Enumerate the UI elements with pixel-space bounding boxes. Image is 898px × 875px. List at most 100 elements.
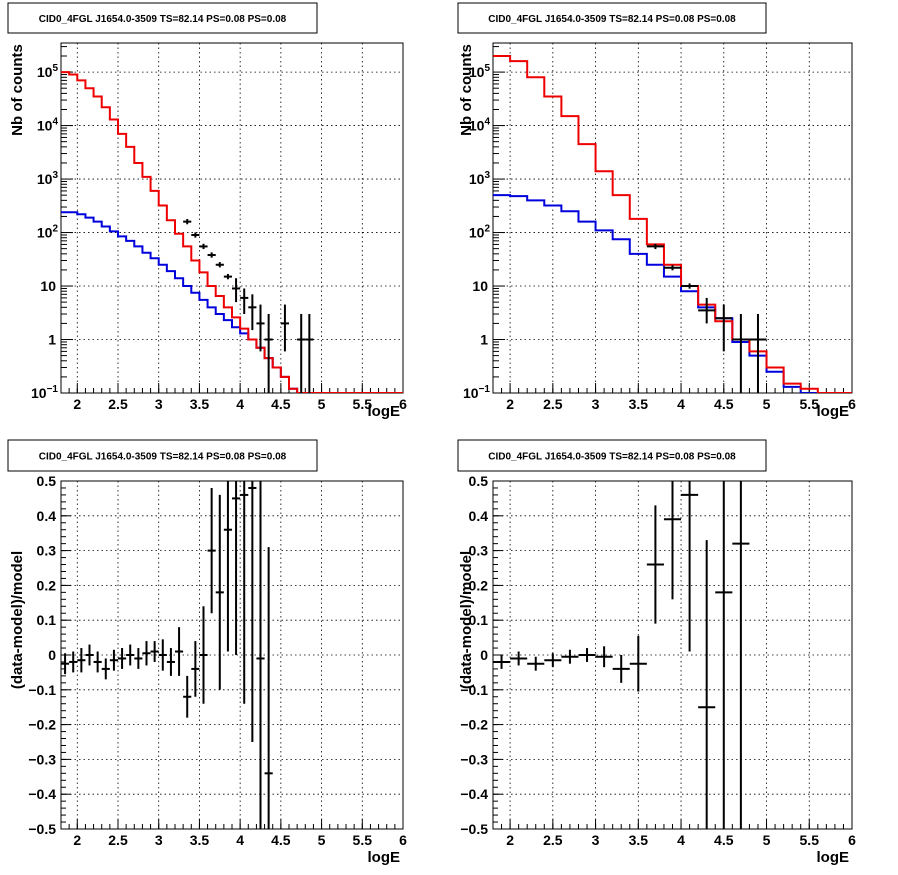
y-axis-label: (data-model)/model [458, 551, 475, 689]
chart-title: CID0_4FGL J1654.0-3509 TS=82.14 PS=0.08 … [457, 2, 767, 34]
x-tick-label: 3 [155, 832, 163, 848]
data-point [256, 481, 265, 829]
y-tick-label: 103 [37, 170, 59, 187]
data-layer [61, 71, 403, 393]
x-tick-label: 4 [236, 396, 244, 412]
data-point [207, 487, 216, 614]
x-tick-label: 4 [236, 832, 244, 848]
x-axis-label: logE [368, 403, 401, 420]
data-point [199, 243, 208, 250]
y-tick-label: −0.3 [460, 751, 488, 767]
data-layer [493, 481, 750, 829]
x-tick-label: 5.5 [353, 832, 373, 848]
y-tick-label: −0.5 [28, 821, 56, 837]
data-point [183, 675, 192, 718]
x-tick-label: 2.5 [108, 396, 128, 412]
data-point [215, 494, 224, 690]
chart-title: CID0_4FGL J1654.0-3509 TS=82.14 PS=0.08 … [7, 2, 318, 34]
x-tick-label: 4.5 [714, 396, 734, 412]
data-point [248, 481, 257, 742]
y-tick-label: 0.5 [469, 473, 489, 489]
title-text: CID0_4FGL J1654.0-3509 TS=82.14 PS=0.08 … [39, 452, 287, 463]
data-point [118, 648, 127, 669]
y-axis: −0.5 −0.4 −0.3 −0.2 −0.1 0 0.1 0.2 0.3 0.4 0.5 (dat… [9, 473, 403, 837]
data-point [681, 283, 699, 289]
chart-title: CID0_4FGL J1654.0-3509 TS=82.14 PS=0.08 … [457, 439, 767, 472]
x-tick-label: 3.5 [629, 396, 649, 412]
data-point [232, 481, 241, 655]
y-tick-label: 10−1 [31, 384, 58, 401]
data-point [280, 304, 289, 352]
data-point [663, 481, 682, 600]
x-tick-label: 3 [592, 396, 600, 412]
chart-title: CID0_4FGL J1654.0-3509 TS=82.14 PS=0.08 … [7, 439, 318, 472]
data-layer [61, 481, 273, 829]
x-tick-label: 5.5 [353, 396, 373, 412]
x-tick-label: 3.5 [629, 832, 649, 848]
x-tick-label: 6 [399, 832, 407, 848]
chart-panel-1: CID0_4FGL J1654.0-3509 TS=82.14 PS=0.08 … [7, 2, 407, 420]
plot-frame [492, 42, 853, 394]
y-tick-label: 102 [37, 224, 59, 241]
data-point [109, 649, 118, 671]
x-tick-label: 2.5 [543, 396, 563, 412]
title-text: CID0_4FGL J1654.0-3509 TS=82.14 PS=0.08 … [488, 452, 736, 463]
x-tick-label: 4 [677, 832, 685, 848]
data-point [134, 648, 143, 669]
x-tick-label: 5 [763, 832, 771, 848]
x-axis-label: logE [817, 849, 850, 866]
chart-panel-2: CID0_4FGL J1654.0-3509 TS=82.14 PS=0.08 … [457, 2, 856, 420]
y-tick-label: 0.1 [37, 612, 57, 628]
x-tick-label: 3 [592, 832, 600, 848]
model-histogram-red [61, 71, 403, 393]
y-tick-label: −0.1 [28, 682, 56, 698]
data-point [85, 644, 94, 666]
x-tick-label: 2.5 [108, 832, 128, 848]
data-point [256, 304, 265, 352]
x-tick-label: 5.5 [800, 396, 820, 412]
data-point [93, 651, 102, 673]
component-histogram-blue [61, 211, 403, 393]
data-point [240, 288, 249, 314]
x-tick-label: 3 [155, 396, 163, 412]
data-point [101, 658, 110, 680]
y-tick-label: 10 [40, 278, 56, 294]
data-point [629, 635, 647, 692]
data-point [158, 639, 167, 671]
data-point [199, 606, 208, 704]
x-tick-label: 4 [677, 396, 685, 412]
data-point [493, 655, 511, 669]
y-tick-label: 1 [480, 332, 488, 348]
data-point [77, 648, 86, 673]
data-point [715, 304, 733, 352]
data-point [297, 313, 306, 393]
data-point [578, 648, 596, 662]
model-histogram-red [493, 54, 852, 393]
chart-panel-3: CID0_4FGL J1654.0-3509 TS=82.14 PS=0.08 … [7, 439, 407, 866]
y-tick-label: 0.3 [37, 543, 57, 559]
y-tick-label: −0.5 [460, 821, 488, 837]
data-point [595, 646, 613, 668]
x-tick-label: 4.5 [714, 832, 734, 848]
x-tick-label: 4.5 [271, 832, 291, 848]
x-tick-label: 5 [318, 396, 326, 412]
y-tick-label: 102 [469, 224, 491, 241]
y-tick-label: −0.4 [460, 786, 488, 802]
x-tick-label: 6 [848, 832, 856, 848]
data-point [191, 641, 200, 697]
data-point [732, 313, 750, 393]
x-tick-label: 3.5 [190, 832, 210, 848]
data-layer [493, 54, 852, 393]
data-point [646, 243, 664, 250]
data-point [527, 656, 545, 671]
y-tick-label: 0.4 [37, 508, 57, 524]
x-tick-label: 2 [506, 396, 514, 412]
y-tick-label: −0.2 [460, 717, 488, 733]
title-box [7, 2, 318, 34]
y-axis-label: (data-model)/model [9, 551, 26, 689]
y-tick-label: 0.5 [37, 473, 57, 489]
title-box [457, 439, 767, 472]
y-tick-label: 0.2 [469, 577, 489, 593]
